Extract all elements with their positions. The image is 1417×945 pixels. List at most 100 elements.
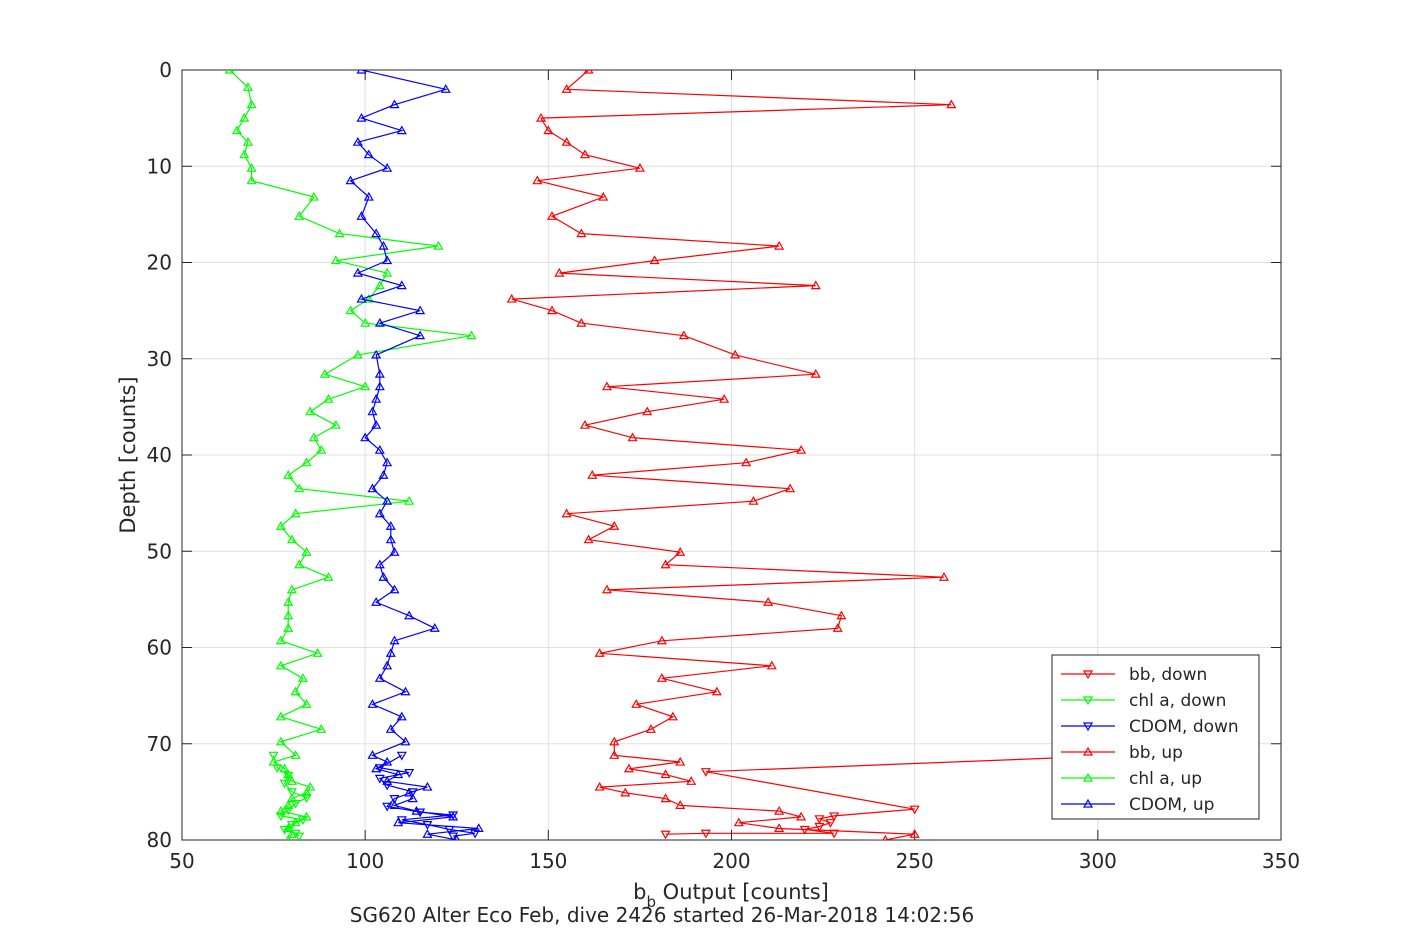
data-point (385, 521, 396, 530)
data-point (400, 686, 411, 696)
legend-swatch-marker (1082, 696, 1094, 706)
data-point (561, 508, 572, 518)
data-point (316, 724, 327, 733)
data-point (286, 776, 297, 785)
data-point (909, 805, 920, 815)
legend-swatch-marker (1082, 772, 1094, 782)
data-point (620, 787, 631, 797)
data-point (422, 829, 433, 838)
data-point (374, 280, 385, 290)
data-point (363, 293, 374, 303)
data-point (286, 829, 297, 838)
data-point (829, 812, 840, 822)
data-point (283, 823, 294, 833)
series-cdom-up (345, 70, 484, 873)
y-tick-label: 60 (147, 636, 172, 660)
x-tick-label: 50 (169, 849, 194, 873)
data-point (382, 267, 393, 277)
data-point (360, 317, 371, 327)
data-point (294, 559, 305, 569)
data-point (448, 832, 459, 840)
legend-label: chl a, up (1129, 769, 1202, 789)
data-point (466, 330, 477, 340)
data-point (378, 240, 389, 250)
x-tick-label: 200 (712, 849, 750, 873)
data-point (774, 823, 785, 833)
data-point (286, 584, 297, 594)
data-point (385, 724, 396, 733)
data-point (634, 162, 645, 172)
data-point (554, 267, 565, 277)
data-point (275, 711, 286, 721)
data-point (422, 781, 433, 791)
legend-item: CDOM, up (1061, 795, 1214, 815)
data-point (882, 834, 889, 840)
data-point (660, 559, 671, 569)
data-point (279, 763, 290, 773)
legend-item: bb, up (1061, 743, 1183, 763)
data-point (301, 699, 312, 708)
data-point (389, 547, 400, 556)
data-point (283, 769, 294, 779)
data-point (700, 829, 711, 839)
data-point (532, 175, 543, 185)
legend-item: CDOM, down (1061, 717, 1239, 737)
data-point (645, 724, 656, 733)
data-point (356, 211, 367, 220)
data-point (763, 597, 774, 606)
y-tick-label: 20 (147, 251, 172, 275)
data-point (382, 660, 393, 670)
data-point (275, 660, 286, 670)
y-tick-label: 40 (147, 443, 172, 467)
data-point (766, 660, 777, 670)
data-point (535, 112, 547, 122)
data-point (283, 771, 294, 781)
data-point (601, 584, 612, 594)
data-point (301, 794, 312, 803)
series-line (229, 70, 472, 840)
data-point (810, 368, 821, 378)
data-point (675, 547, 686, 556)
data-point (352, 267, 363, 277)
data-point (700, 768, 711, 777)
data-point (382, 255, 393, 265)
legend-item: chl a, down (1061, 691, 1226, 711)
data-point (445, 860, 453, 867)
data-point (371, 393, 382, 403)
data-point (404, 495, 415, 505)
x-axis-label-subscript: b (646, 893, 656, 911)
data-point (294, 832, 305, 840)
data-point (396, 751, 407, 761)
data-point (404, 769, 415, 778)
data-point (407, 793, 418, 803)
data-point (649, 255, 660, 265)
legend-label: bb, up (1129, 743, 1183, 763)
data-point (660, 830, 671, 840)
x-tick-label: 300 (1079, 849, 1117, 873)
data-point (275, 812, 286, 822)
data-point (283, 470, 294, 479)
data-point (239, 112, 250, 122)
data-point (301, 811, 312, 821)
data-point (285, 834, 292, 840)
data-point (290, 817, 301, 827)
data-point (356, 112, 367, 122)
data-point (686, 776, 697, 785)
series-line (511, 70, 952, 840)
data-point (374, 559, 385, 569)
data-point (453, 866, 461, 873)
data-point (415, 330, 426, 340)
data-point (356, 70, 367, 74)
data-point (360, 381, 371, 391)
data-point (741, 457, 752, 467)
data-point (448, 811, 459, 821)
data-point (297, 673, 308, 682)
x-tick-label: 150 (529, 849, 567, 873)
data-point (382, 457, 393, 467)
data-point (561, 84, 572, 93)
data-point (389, 584, 400, 594)
data-point (378, 572, 389, 581)
legend-label: bb, down (1129, 665, 1207, 685)
data-point (374, 774, 385, 784)
data-point (275, 805, 286, 815)
